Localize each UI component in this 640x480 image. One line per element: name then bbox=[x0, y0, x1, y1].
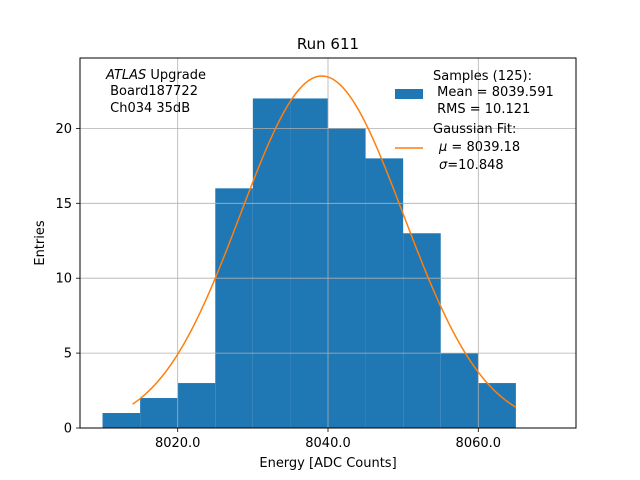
legend-fit-mu: μ = 8039.18 bbox=[438, 140, 520, 155]
y-axis-label: Entries bbox=[33, 220, 48, 266]
x-axis-ticks: 8020.0 8040.0 8060.0 bbox=[155, 428, 501, 451]
legend-samples-mean: Mean = 8039.591 bbox=[433, 85, 554, 100]
mu-value: = 8039.18 bbox=[447, 140, 520, 155]
x-tick-label-1: 8040.0 bbox=[305, 436, 351, 451]
upgrade-label: Upgrade bbox=[146, 68, 206, 83]
gaussian-fit-curve bbox=[132, 75, 517, 408]
atlas-label: ATLAS bbox=[105, 68, 146, 83]
x-tick-label-0: 8020.0 bbox=[155, 436, 201, 451]
histogram-bar-10 bbox=[478, 383, 516, 428]
histogram-bars bbox=[102, 98, 516, 429]
sigma-symbol: σ bbox=[439, 158, 448, 173]
run-annotation: ATLAS Upgrade Board187722 Ch034 35dB bbox=[105, 68, 206, 116]
histogram-bar-8 bbox=[403, 233, 441, 428]
legend-samples-patch bbox=[395, 89, 423, 99]
x-axis-label: Energy [ADC Counts] bbox=[259, 456, 396, 471]
legend-fit-sigma: σ=10.848 bbox=[439, 158, 504, 173]
y-tick-label-2: 10 bbox=[55, 272, 72, 287]
chart-title: Run 611 bbox=[297, 35, 359, 53]
y-axis-ticks: 0 5 10 15 20 bbox=[55, 122, 80, 437]
histogram-bar-4 bbox=[252, 98, 291, 428]
y-tick-label-4: 20 bbox=[55, 122, 72, 137]
legend: Samples (125): Mean = 8039.591 RMS = 10.… bbox=[395, 69, 554, 173]
mu-symbol: μ bbox=[438, 140, 447, 155]
histogram-bar-9 bbox=[440, 353, 479, 428]
histogram-bar-2 bbox=[177, 383, 216, 428]
annotation-line-2: Board187722 bbox=[106, 84, 198, 99]
y-tick-label-0: 0 bbox=[64, 422, 72, 437]
plot-area bbox=[79, 57, 577, 429]
histogram-bar-0 bbox=[102, 413, 141, 428]
annotation-line-1: ATLAS Upgrade bbox=[105, 68, 206, 83]
sigma-value: =10.848 bbox=[447, 158, 503, 173]
x-tick-label-2: 8060.0 bbox=[456, 436, 502, 451]
histogram-bar-1 bbox=[140, 398, 178, 428]
histogram-bar-5 bbox=[290, 98, 328, 428]
y-tick-label-1: 5 bbox=[64, 347, 72, 362]
histogram-bar-3 bbox=[215, 188, 253, 428]
legend-samples-rms: RMS = 10.121 bbox=[433, 102, 530, 117]
annotation-line-3: Ch034 35dB bbox=[106, 101, 190, 116]
y-tick-label-3: 15 bbox=[55, 197, 72, 212]
legend-samples-title: Samples (125): bbox=[433, 69, 532, 84]
legend-fit-title: Gaussian Fit: bbox=[433, 122, 516, 137]
